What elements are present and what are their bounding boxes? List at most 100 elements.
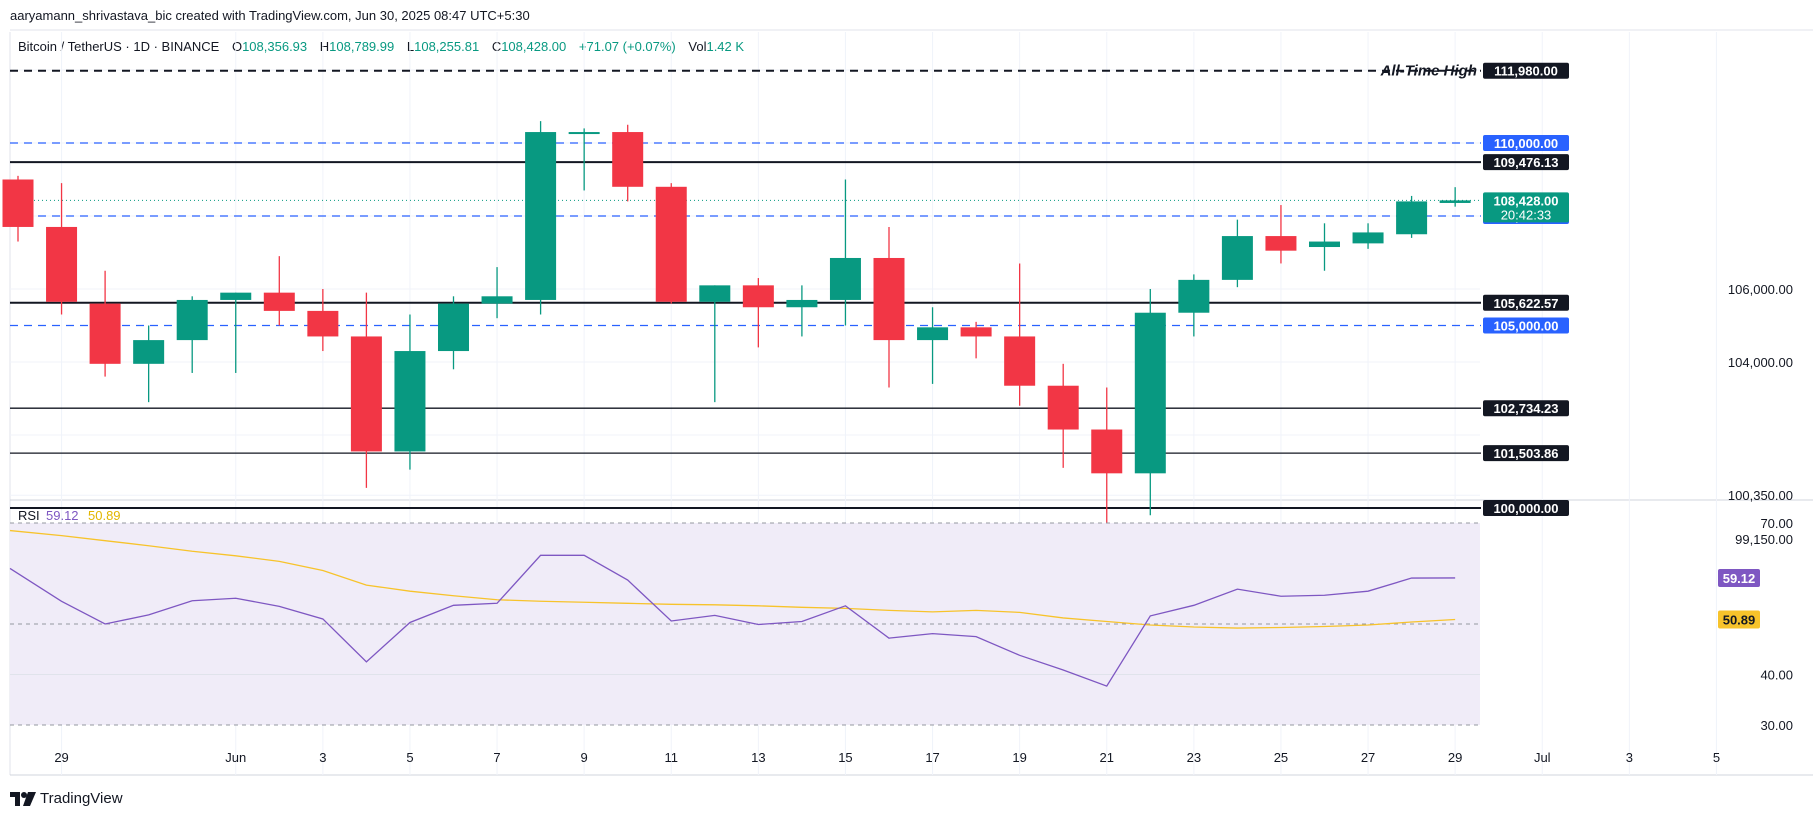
candle[interactable] [1134,289,1166,516]
candle[interactable] [742,278,774,348]
rsi-value-tag: 59.12 [1723,571,1756,586]
candle[interactable] [612,124,644,202]
rsi-ma-legend-value: 50.89 [88,508,121,523]
candle[interactable] [786,285,818,337]
symbol-name[interactable]: Bitcoin / TetherUS · 1D · BINANCE [18,39,220,54]
candle-body [1352,232,1384,244]
price-tick-label: 106,000.00 [1728,282,1793,297]
candle[interactable] [1221,219,1253,288]
symbol-info-bar: Bitcoin / TetherUS · 1D · BINANCE O108,3… [18,39,744,54]
level-label-bg [1483,154,1569,171]
candle[interactable] [917,307,949,384]
price-tick-label: 99,150.00 [1735,532,1793,547]
x-tick-label: 3 [1626,750,1633,765]
price-tick-label: 100,350.00 [1728,488,1793,503]
tradingview-brand[interactable]: TradingView [10,790,123,807]
candle[interactable] [481,267,513,319]
level-label: 100,000.00 [1493,501,1558,516]
x-tick-label: 11 [665,750,679,765]
x-tick-label: 15 [838,750,852,765]
current-price-label: 108,428.00 [1493,193,1558,208]
candle-body [1396,201,1428,235]
candle[interactable] [89,270,121,377]
level-label-bg [1483,445,1569,462]
level-label-bg [1483,294,1569,311]
candle[interactable] [133,325,165,403]
candle[interactable] [220,292,252,373]
low-value: 108,255.81 [414,39,480,54]
candle-body [481,296,513,304]
candle[interactable] [307,289,339,352]
candle-body [699,285,731,302]
rsi-line [9,554,1456,687]
x-tick-label: 25 [1274,750,1288,765]
candle-body [46,226,78,302]
candle[interactable] [1047,363,1079,468]
candle-body [525,132,557,300]
candle[interactable] [176,296,208,373]
rsi-legend-label: RSI [18,508,40,523]
candle-body [873,257,905,341]
axes: 29 Jun 3 5 7 9 11 13 15 17 19 21 23 25 27 29 Jul 3 5 106,00… [54,282,1793,765]
candle[interactable] [46,183,78,315]
candle[interactable] [873,226,905,388]
candle[interactable] [2,175,34,242]
candle[interactable] [394,314,426,470]
candle[interactable] [1352,223,1384,249]
level-label-bg [1483,500,1569,516]
candle[interactable] [829,179,861,326]
x-tick-label: 5 [406,750,413,765]
candle-body [438,303,469,352]
candle[interactable] [438,296,469,370]
candle-body [568,132,600,135]
volume-label: Vol [688,39,707,54]
high-value: 108,789.99 [329,39,395,54]
candle-body [263,292,295,311]
high-label: H [319,39,330,54]
candle[interactable] [1265,205,1297,264]
candles[interactable] [2,121,1471,563]
candle-body [1134,312,1166,474]
candle-body [220,292,252,300]
rsi-value-tag-bg [1718,568,1760,587]
horizontal-levels: 111,980.00 All-Time High 110,000.00 109,476… [10,62,1569,516]
candle-body [612,132,644,187]
candle[interactable] [525,121,557,315]
candle[interactable] [350,292,382,488]
level-label-bg [1483,135,1569,151]
candle[interactable] [1004,263,1036,406]
candle-body [1265,236,1297,251]
candle-body [742,285,774,308]
candle-body [2,179,34,227]
open-value: 108,356.93 [242,39,308,54]
candle[interactable] [699,285,731,403]
candle[interactable] [568,128,600,191]
candle-body [1047,385,1079,430]
candle-body [133,340,165,364]
candle[interactable] [655,183,687,304]
x-tick-label: 23 [1187,750,1201,765]
candle[interactable] [1309,223,1340,271]
candle-body [829,257,861,300]
candle-body [786,299,818,308]
x-tick-label: 9 [581,750,588,765]
close-value: 108,428.00 [501,39,567,54]
x-tick-label: 17 [925,750,939,765]
x-tick-label: 29 [1448,750,1462,765]
rsi-legend-value: 59.12 [46,508,79,523]
brand-name: TradingView [40,790,123,807]
candle[interactable] [263,256,295,326]
candle[interactable] [1439,187,1471,207]
close-label: C [491,39,502,54]
candle[interactable] [1396,195,1428,238]
x-tick-label: Jul [1534,750,1551,765]
x-tick-label: Jun [225,750,246,765]
rsi-pane: 59.12 50.89 RSI 59.12 50.89 [9,508,1760,726]
candle[interactable] [1178,274,1210,337]
candle[interactable] [960,321,992,359]
level-label-bg [1483,62,1569,79]
all-time-high-annotation: All-Time High [1380,63,1477,80]
price-tick-label: 104,000.00 [1728,355,1793,370]
candle-body [89,303,121,364]
